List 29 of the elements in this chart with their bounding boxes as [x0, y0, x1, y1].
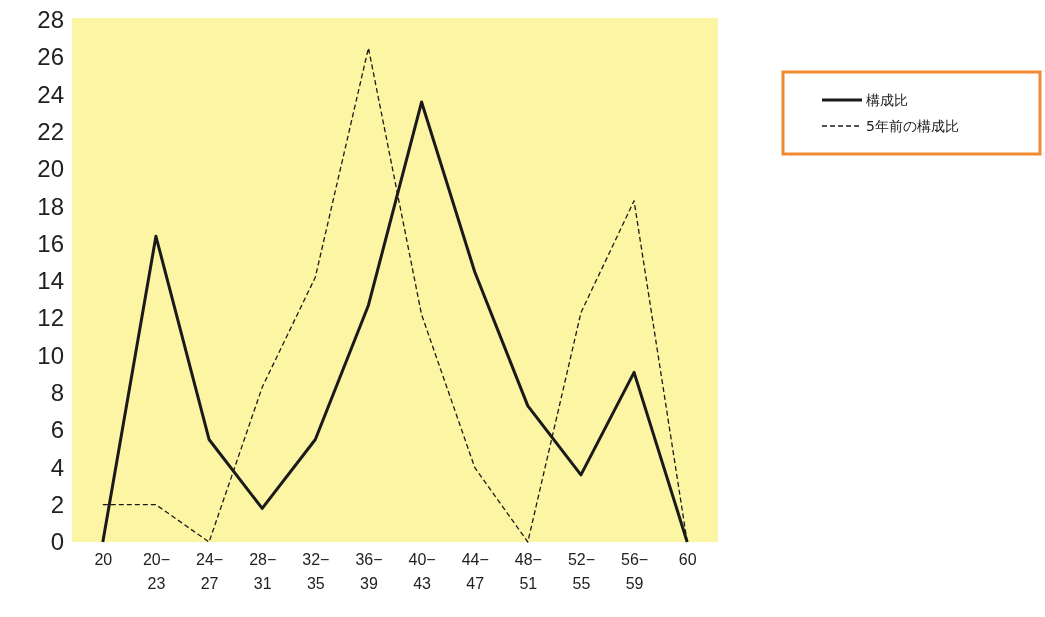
y-tick-label: 10: [37, 341, 64, 369]
x-tick-label: 36−39: [355, 551, 383, 593]
x-tick-label: 56−59: [620, 551, 649, 593]
y-tick-label: 24: [37, 80, 64, 108]
legend-label: 構成比: [866, 92, 908, 108]
x-tick-label: 60: [678, 551, 697, 569]
legend-label: 5年前の構成比: [866, 118, 959, 134]
y-tick-label: 26: [37, 43, 64, 71]
x-tick-label: 20: [94, 551, 113, 569]
x-tick-label: 52−55: [567, 551, 596, 593]
x-tick-label: 40−43: [408, 551, 436, 593]
y-tick-label: 22: [37, 118, 64, 146]
x-tick-label: 48−51: [514, 551, 542, 593]
y-tick-label: 4: [50, 453, 64, 481]
y-tick-label: 12: [37, 304, 64, 332]
y-tick-label: 14: [37, 267, 64, 295]
y-tick-label: 0: [50, 528, 64, 556]
y-tick-label: 6: [50, 416, 64, 444]
y-tick-label: 28: [37, 6, 64, 34]
y-tick-label: 16: [37, 229, 64, 257]
x-tick-label: 28−31: [249, 551, 277, 593]
y-tick-label: 8: [50, 379, 64, 407]
y-tick-label: 20: [37, 155, 64, 183]
x-tick-label: 32−35: [302, 551, 330, 593]
x-tick-label: 24−27: [195, 551, 224, 593]
x-tick-label: 44−47: [461, 551, 489, 593]
y-tick-label: 2: [50, 490, 64, 518]
y-tick-label: 18: [37, 192, 64, 220]
x-tick-label: 20−23: [142, 551, 171, 593]
